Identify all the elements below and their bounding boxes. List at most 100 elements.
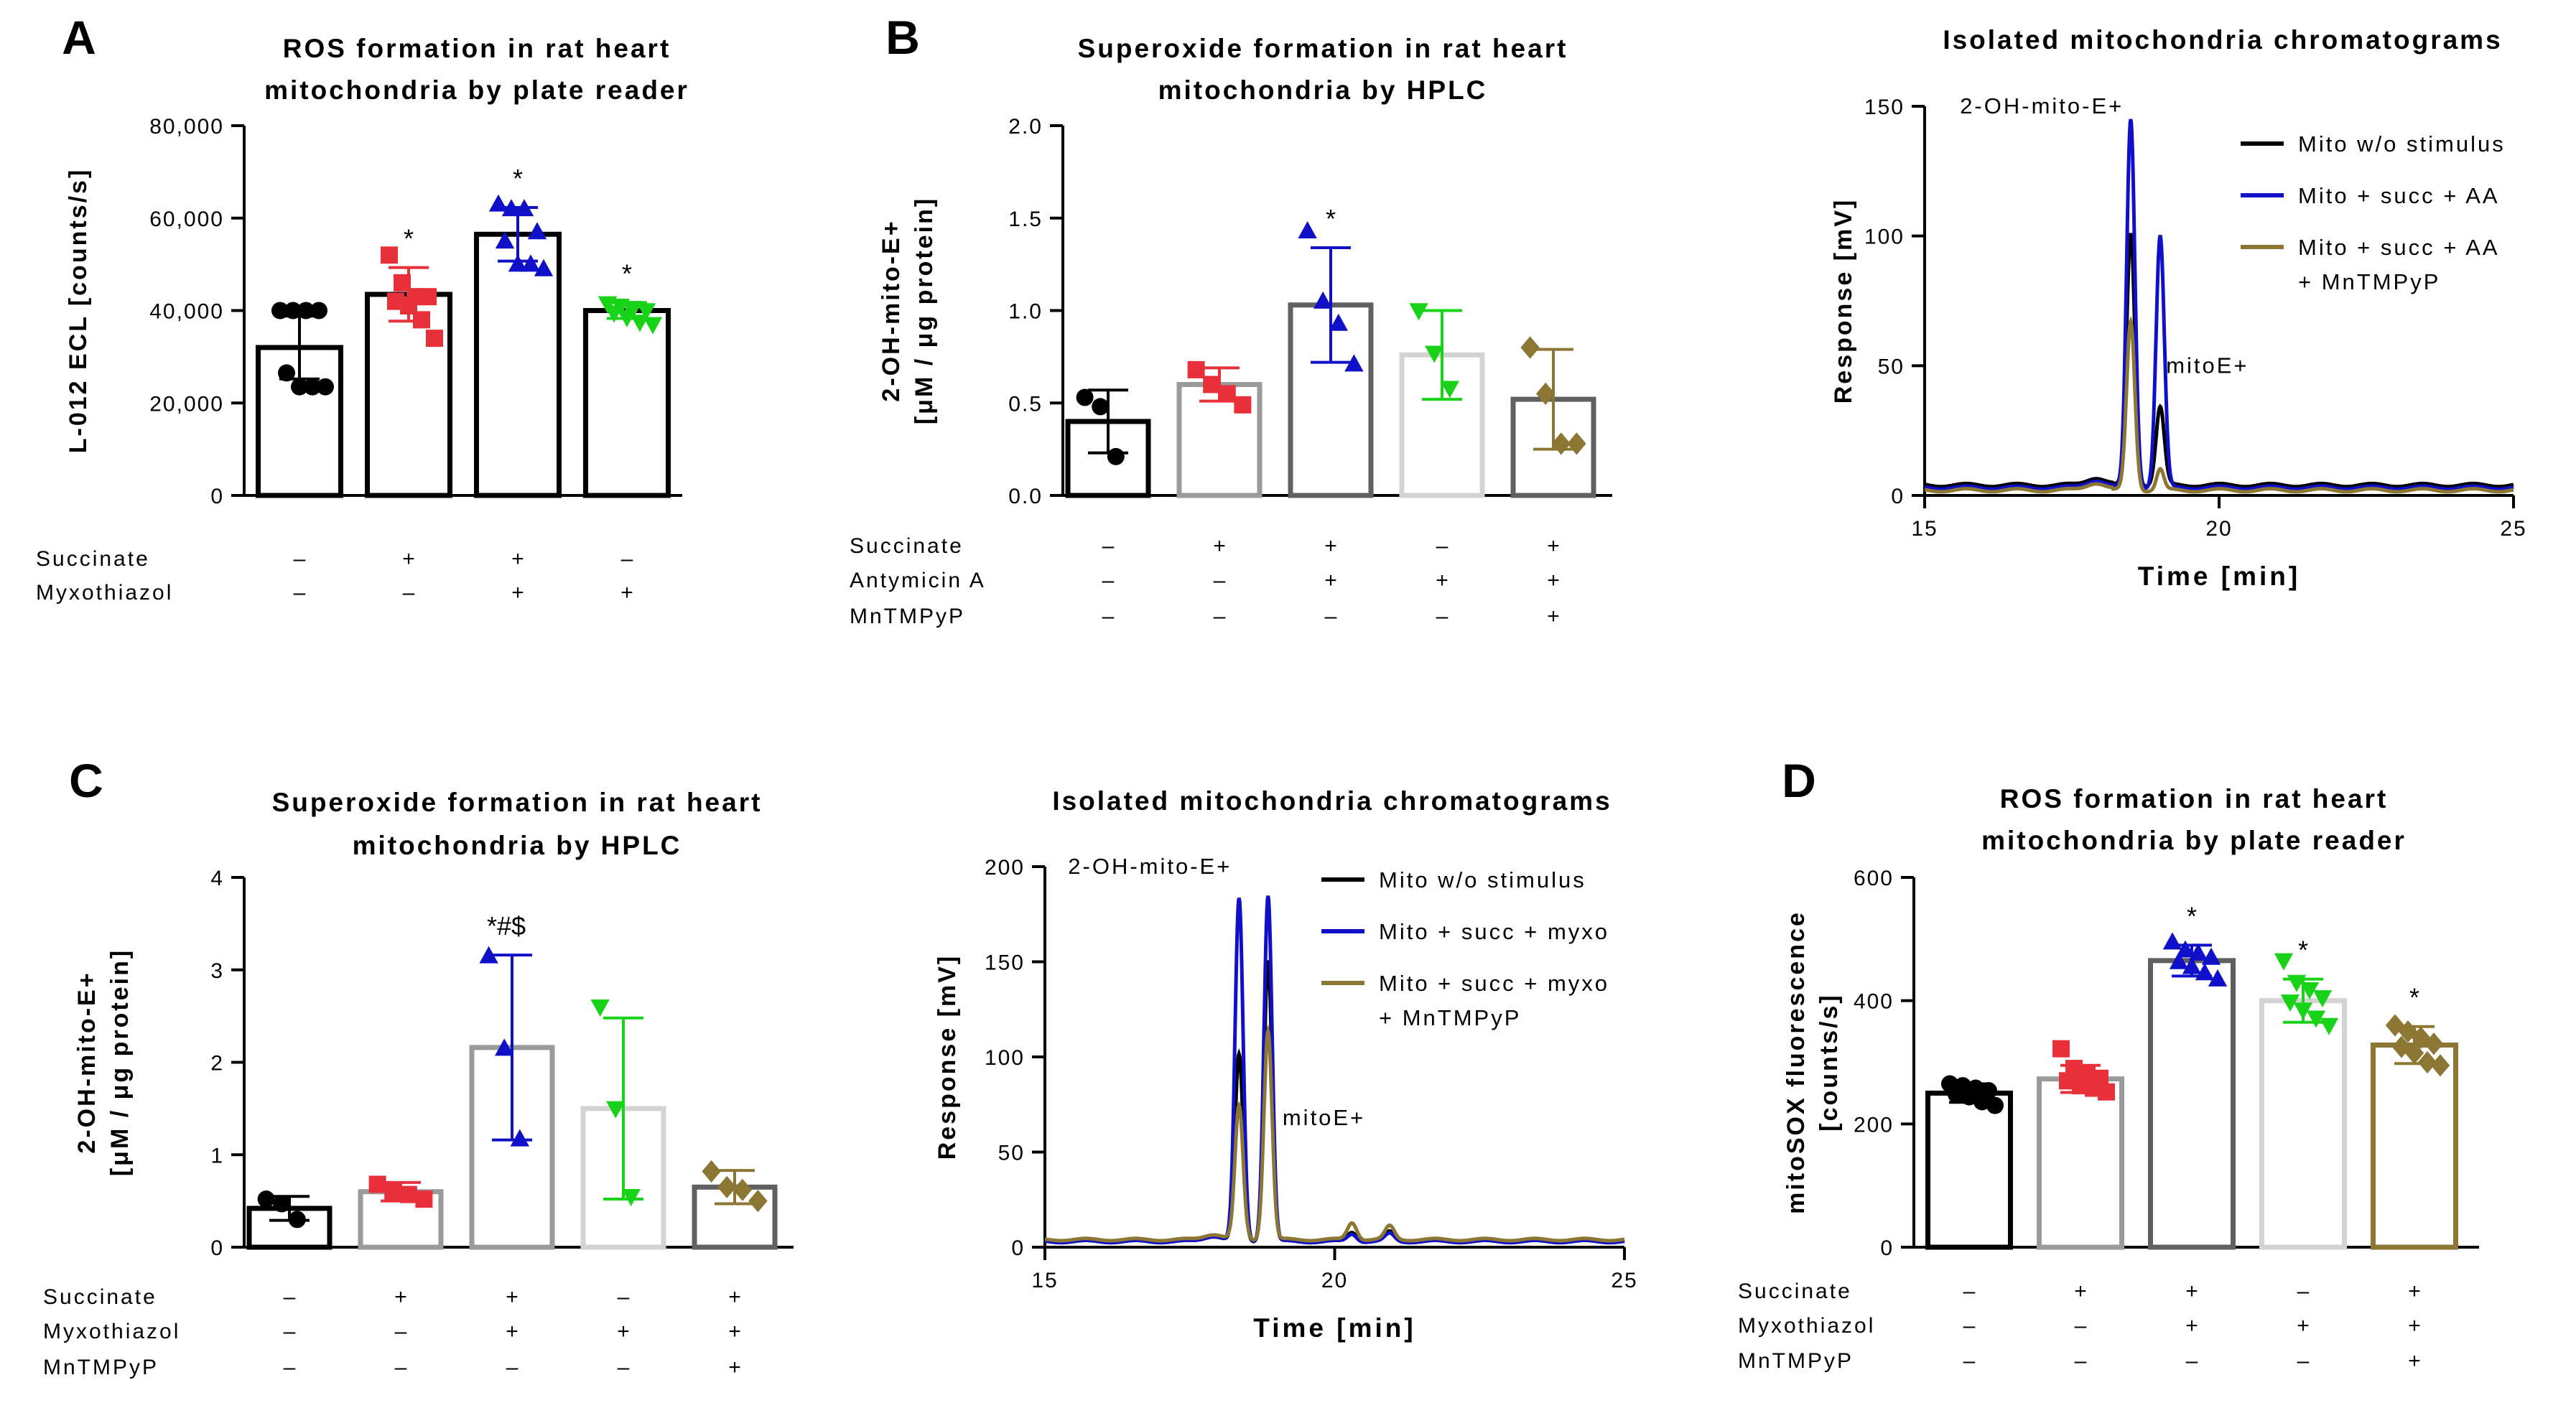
bar-group [358, 1175, 444, 1250]
data-point [1218, 385, 1236, 403]
data-point [278, 364, 295, 382]
condition-symbol: + [1213, 534, 1226, 558]
y-tick-label: 0 [1011, 1236, 1025, 1260]
data-point [2169, 951, 2189, 969]
legend-label: Mito + succ + AA [2298, 235, 2500, 260]
condition-label: Myxothiazol [36, 581, 173, 605]
condition-symbol: – [506, 1356, 519, 1379]
panel-label: A [62, 11, 96, 64]
condition-symbol: + [1547, 569, 1560, 592]
data-point [1344, 354, 1364, 372]
condition-symbol: + [728, 1285, 741, 1309]
y-tick-label: 150 [985, 951, 1025, 975]
data-point [2306, 1010, 2326, 1028]
chart-title: ROS formation in rat heart [283, 34, 671, 63]
bar-group: * [1288, 204, 1374, 498]
data-point [1092, 398, 1110, 416]
condition-symbol: + [1436, 569, 1449, 592]
bar-group [256, 302, 343, 498]
peak-annotation: mitoE+ [1283, 1105, 1365, 1130]
significance-mark: * [404, 224, 414, 253]
data-point [2162, 932, 2182, 950]
data-point [1986, 1096, 2004, 1114]
y-tick-label: 0.0 [1008, 485, 1043, 508]
condition-symbol: – [618, 1285, 630, 1309]
condition-label: Succinate [36, 547, 150, 571]
condition-label: Antymicin A [850, 569, 986, 592]
panel-label: B [885, 11, 920, 64]
condition-symbol: + [1324, 569, 1337, 592]
bar-group [1065, 388, 1151, 498]
y-tick-label: 400 [1854, 990, 1894, 1014]
chromatogram-line [1044, 960, 1625, 1245]
bar-group: * [365, 224, 452, 498]
condition-symbol: – [284, 1320, 296, 1343]
data-point [508, 254, 528, 272]
chromatogram-line [1044, 895, 1625, 1245]
bar [2037, 1076, 2124, 1250]
data-point [621, 1188, 641, 1206]
condition-symbol: + [2074, 1280, 2087, 1303]
condition-symbol: – [403, 581, 415, 605]
y-axis-label: Response [mV] [1830, 198, 1857, 404]
data-point [606, 1101, 626, 1119]
x-tick-label: 20 [2205, 517, 2232, 541]
legend-label: Mito w/o stimulus [1379, 867, 1586, 892]
chart-b2: Isolated mitochondria chromatograms Respo… [1830, 25, 2526, 591]
legend-label: Mito w/o stimulus [2298, 131, 2506, 157]
data-point [257, 1190, 275, 1208]
y-tick-label: 0.5 [1008, 392, 1043, 416]
condition-symbol: – [1963, 1314, 1976, 1338]
bar-group: *#$ [469, 911, 555, 1250]
condition-symbol: – [2075, 1349, 2087, 1373]
condition-symbol: + [620, 581, 633, 605]
condition-label: MnTMPyP [850, 605, 965, 628]
data-point [495, 1038, 514, 1056]
chart-title: ROS formation in rat heart [2000, 784, 2389, 814]
condition-symbol: + [2408, 1314, 2421, 1338]
condition-symbol: – [294, 547, 306, 571]
y-tick-label: 80,000 [149, 115, 224, 139]
y-tick-label: 3 [210, 959, 224, 983]
bar [474, 231, 562, 498]
condition-symbol: – [621, 547, 633, 571]
chart-title: mitochondria by HPLC [353, 831, 682, 860]
data-point [717, 1175, 737, 1198]
data-point [479, 946, 498, 964]
chart-title: Superoxide formation in rat heart [1078, 34, 1568, 63]
x-tick-label: 20 [1321, 1269, 1348, 1292]
bar-group: * [583, 259, 671, 498]
data-point [488, 194, 508, 212]
y-tick-label: 200 [985, 856, 1025, 880]
data-point [702, 1160, 721, 1183]
chart-title: mitochondria by HPLC [1158, 75, 1488, 105]
condition-label: MnTMPyP [1738, 1349, 1854, 1373]
data-point [426, 330, 443, 348]
chart-title: Isolated mitochondria chromatograms [1052, 786, 1612, 816]
bar [1925, 1090, 2013, 1250]
condition-label: Myxothiazol [1738, 1314, 1875, 1338]
data-point [415, 1190, 433, 1208]
chart-title: Isolated mitochondria chromatograms [1943, 25, 2502, 55]
condition-symbol: + [511, 581, 524, 605]
data-point [2424, 1033, 2444, 1055]
data-point [2175, 940, 2195, 958]
data-point [1203, 376, 1221, 393]
data-point [643, 317, 663, 335]
condition-symbol: – [1102, 534, 1115, 558]
chart-title: mitochondria by plate reader [1981, 826, 2407, 855]
data-point [2398, 1020, 2418, 1043]
y-tick-label: 0 [1880, 1236, 1894, 1260]
y-tick-label: 1 [210, 1144, 224, 1167]
data-point [748, 1190, 768, 1213]
bar [365, 292, 452, 498]
y-tick-label: 50 [1878, 355, 1905, 378]
y-axis-label: 2-OH-mito-E+ [73, 971, 101, 1153]
chart-c2: Isolated mitochondria chromatograms Respo… [934, 786, 1637, 1343]
data-point [636, 303, 656, 321]
data-point [590, 999, 610, 1017]
condition-symbol: – [2297, 1349, 2310, 1373]
condition-symbol: – [1214, 569, 1226, 592]
data-point [304, 378, 321, 396]
condition-symbol: – [1963, 1280, 1976, 1303]
